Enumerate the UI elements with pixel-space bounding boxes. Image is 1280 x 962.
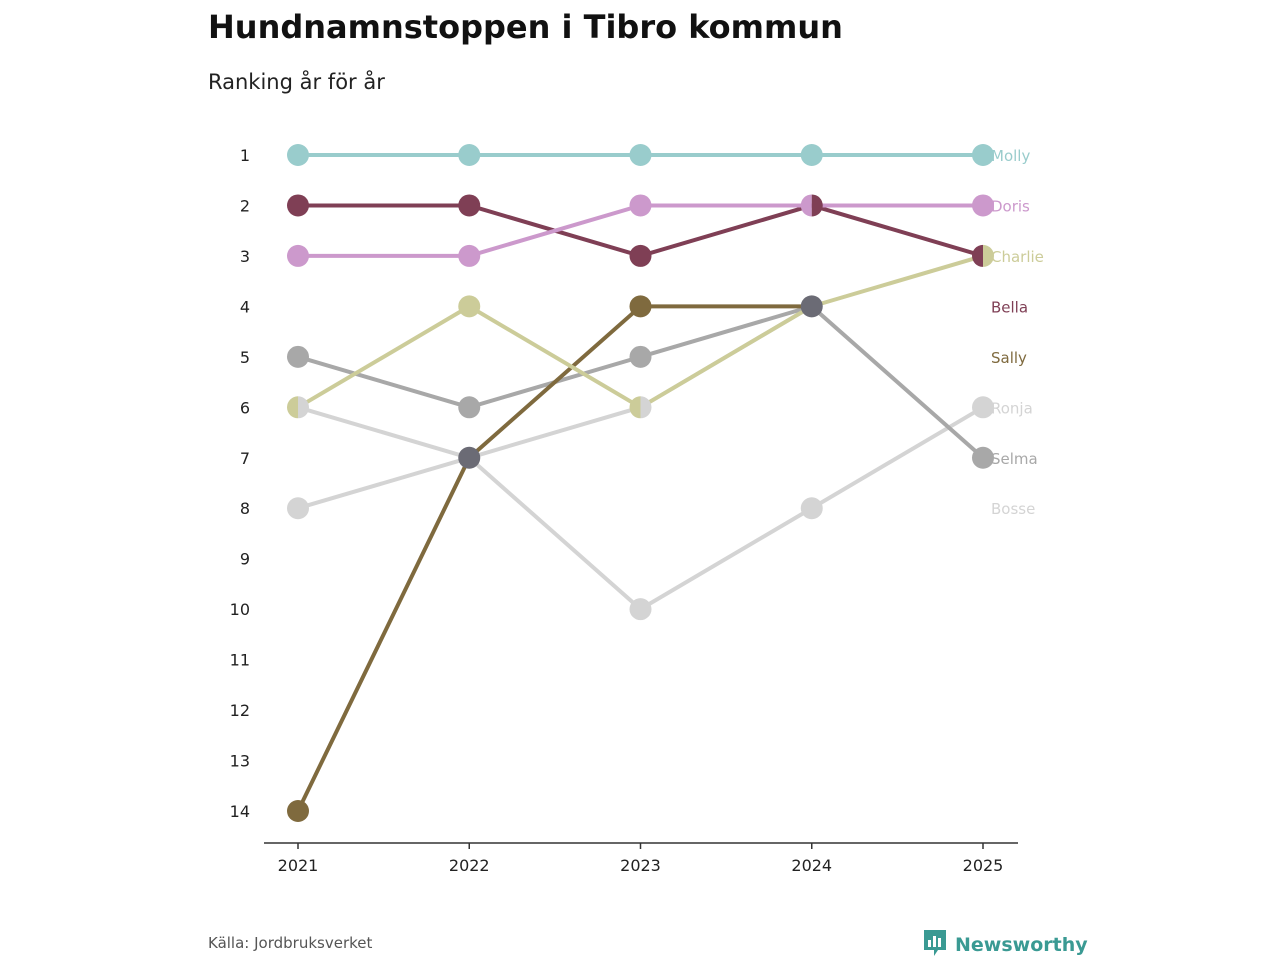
data-point <box>972 446 994 469</box>
data-point <box>287 800 309 822</box>
data-point <box>972 396 994 419</box>
y-tick-label: 4 <box>240 297 250 316</box>
series-charlie <box>296 253 985 410</box>
end-label-ronja: Ronja <box>991 399 1033 417</box>
y-tick-label: 13 <box>230 752 250 771</box>
chart-title: Hundnamnstoppen i Tibro kommun <box>208 8 843 46</box>
data-point <box>287 144 309 166</box>
end-label-sally: Sally <box>991 349 1027 367</box>
y-tick-label: 6 <box>240 398 250 417</box>
data-point <box>800 295 823 318</box>
series-line <box>296 405 985 612</box>
data-point <box>458 396 481 419</box>
y-tick-label: 8 <box>240 499 250 518</box>
markers <box>287 144 994 822</box>
end-label-bosse: Bosse <box>991 500 1035 518</box>
data-point <box>811 194 823 217</box>
data-point <box>458 446 481 469</box>
series-ronja <box>296 405 985 612</box>
data-point <box>287 244 309 267</box>
data-point <box>629 194 652 217</box>
data-point <box>629 295 652 318</box>
brand-logo[interactable]: Newsworthy <box>922 928 1088 962</box>
data-point <box>800 497 823 520</box>
y-tick-label: 14 <box>230 802 250 821</box>
data-point <box>458 244 481 267</box>
y-tick-label: 11 <box>230 651 250 670</box>
y-tick-label: 9 <box>240 550 250 569</box>
y-tick-label: 1 <box>240 146 250 165</box>
brand-name: Newsworthy <box>955 934 1088 956</box>
data-point <box>458 295 481 318</box>
data-point <box>298 396 309 419</box>
y-tick-label: 5 <box>240 348 250 367</box>
data-point <box>287 194 309 217</box>
x-tick-label: 2021 <box>278 856 319 875</box>
end-label-charlie: Charlie <box>991 248 1044 266</box>
end-label-molly: Molly <box>991 147 1030 165</box>
data-point <box>458 144 481 166</box>
series-line <box>296 304 814 511</box>
data-point <box>972 144 994 166</box>
data-point <box>972 244 983 267</box>
data-point <box>629 144 652 166</box>
series-bosse <box>296 304 814 511</box>
series-selma <box>296 304 985 460</box>
series-sally <box>296 304 814 813</box>
series-line <box>296 253 985 410</box>
y-tick-label: 3 <box>240 247 250 266</box>
y-tick-label: 12 <box>230 701 250 720</box>
data-point <box>287 396 298 419</box>
data-point <box>287 345 309 368</box>
x-tick-label: 2024 <box>791 856 832 875</box>
data-point <box>629 396 641 419</box>
x-tick-label: 2023 <box>620 856 661 875</box>
bar-chart-icon <box>922 928 948 962</box>
y-tick-label: 7 <box>240 449 250 468</box>
chart-subtitle: Ranking år för år <box>208 70 385 94</box>
data-point <box>983 244 994 267</box>
data-point <box>629 244 652 267</box>
data-point <box>800 194 812 217</box>
end-label-bella: Bella <box>991 298 1028 316</box>
end-label-selma: Selma <box>991 450 1038 468</box>
end-label-doris: Doris <box>991 197 1030 215</box>
source-note: Källa: Jordbruksverket <box>208 934 373 952</box>
data-point <box>629 345 652 368</box>
data-point <box>629 598 652 621</box>
data-point <box>640 396 652 419</box>
data-point <box>800 144 823 166</box>
series-line <box>296 304 985 460</box>
data-point <box>972 194 994 217</box>
series-line <box>296 304 814 813</box>
y-tick-label: 10 <box>230 600 250 619</box>
data-point <box>287 497 309 520</box>
y-tick-label: 2 <box>240 196 250 215</box>
x-tick-label: 2022 <box>449 856 490 875</box>
x-tick-label: 2025 <box>963 856 1004 875</box>
data-point <box>458 194 481 217</box>
